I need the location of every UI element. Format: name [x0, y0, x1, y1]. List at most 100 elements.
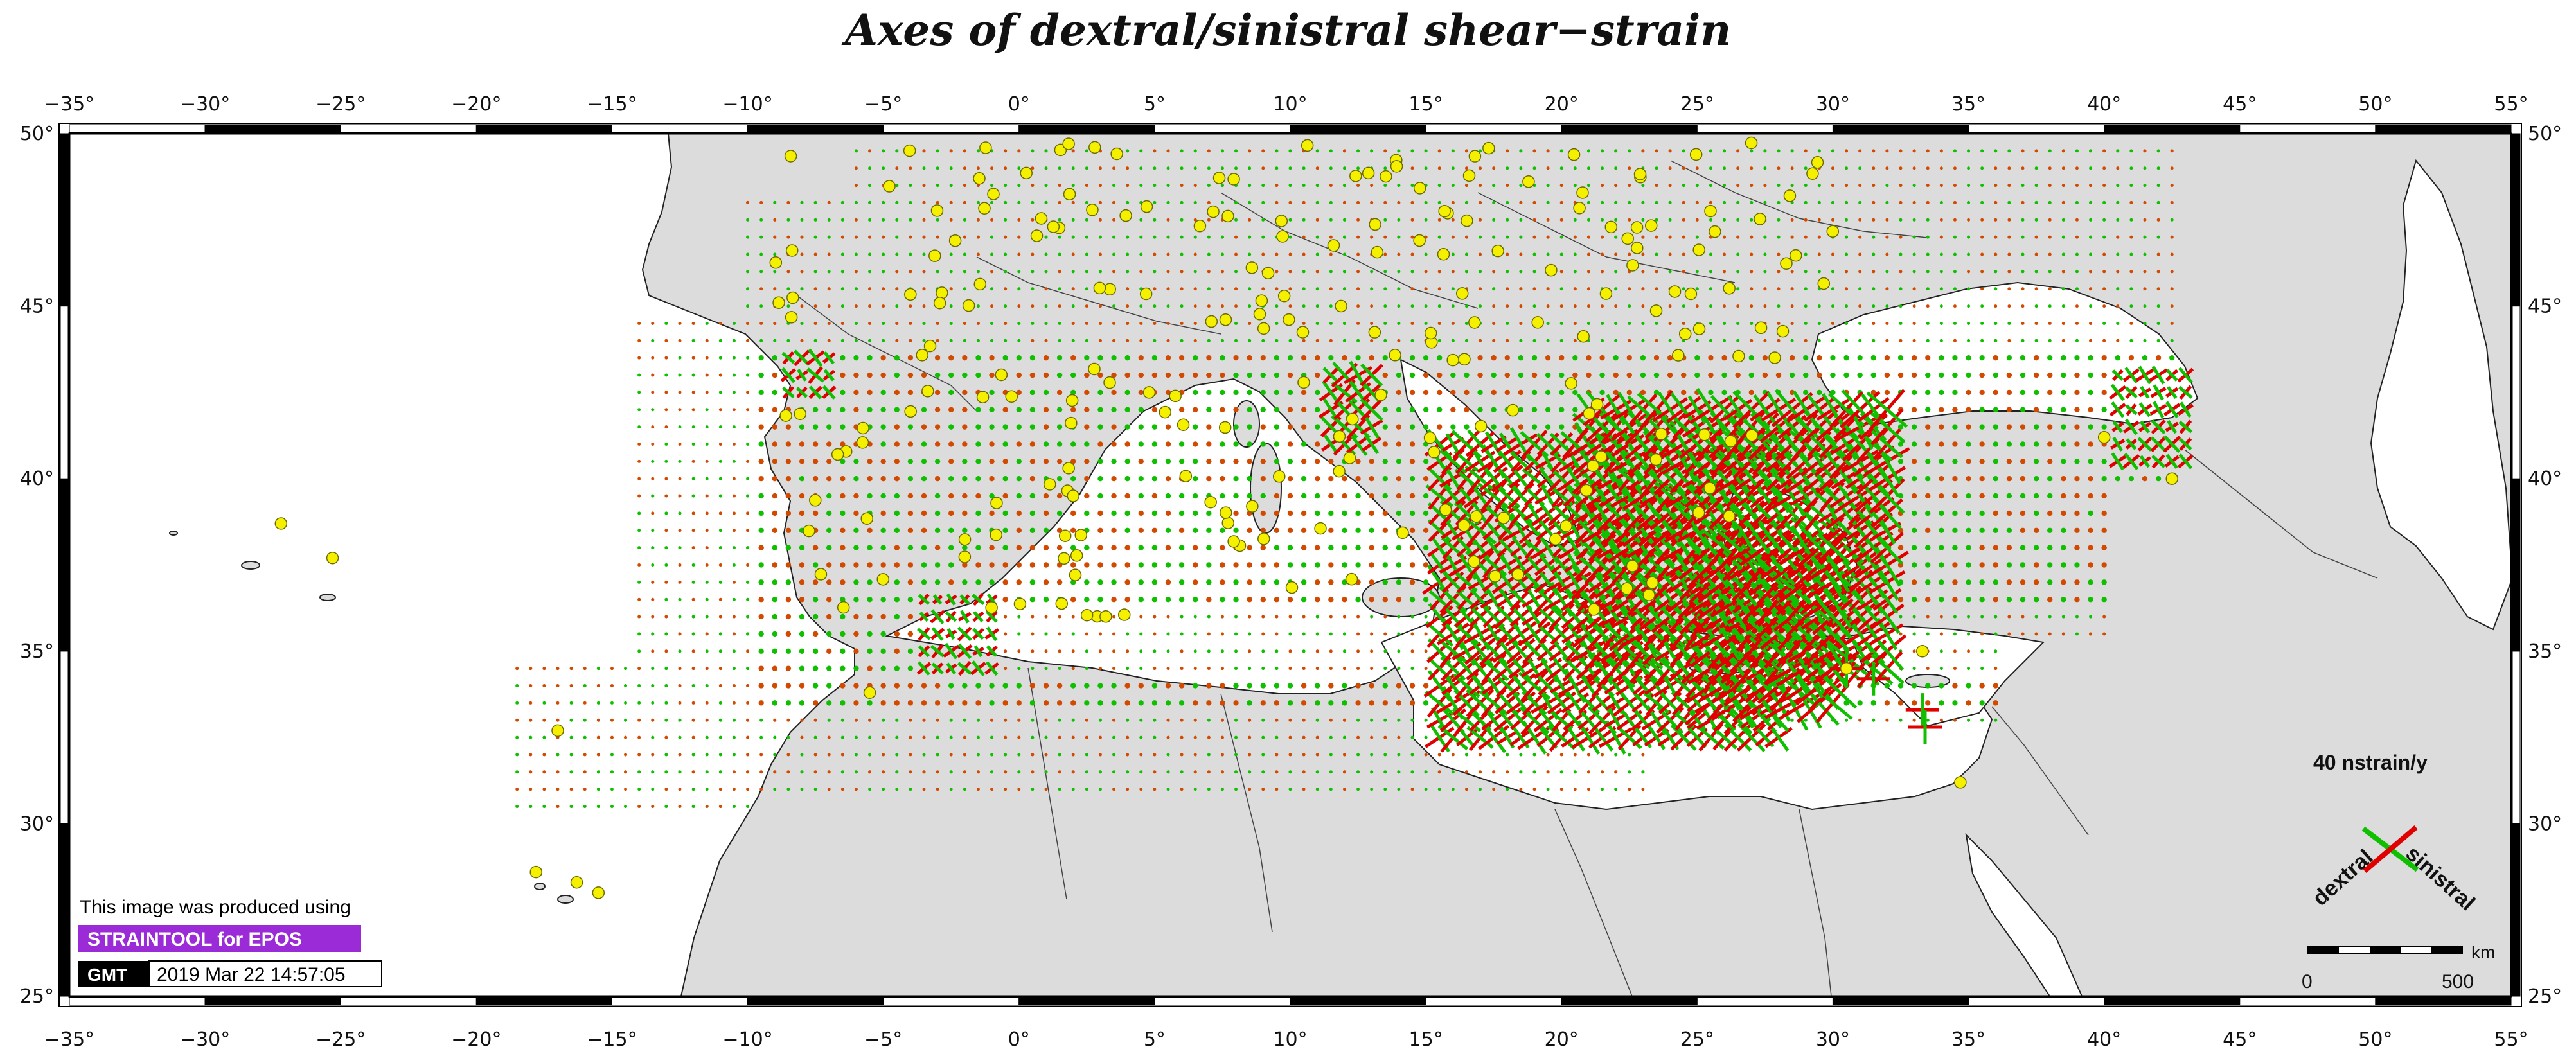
strain-dot	[569, 718, 573, 722]
strain-dot	[1885, 321, 1889, 325]
strain-dot	[1573, 184, 1577, 188]
strain-dot	[2020, 476, 2026, 482]
strain-dot	[909, 252, 912, 256]
strain-dot	[746, 580, 750, 584]
strain-dot	[976, 218, 980, 222]
strain-dot	[934, 389, 941, 396]
strain-dot	[1342, 184, 1346, 188]
strain-dot	[1126, 184, 1130, 188]
strain-dot	[1302, 735, 1306, 739]
strain-dot	[962, 407, 968, 412]
strain-dot	[1165, 700, 1171, 706]
strain-dot	[922, 788, 926, 791]
strain-dot	[962, 700, 968, 706]
strain-dot	[1518, 372, 1524, 378]
strain-dot	[1655, 200, 1658, 204]
strain-dot	[746, 304, 750, 308]
strain-dot	[1409, 545, 1416, 550]
strain-dot	[1193, 287, 1197, 291]
strain-dot	[1641, 287, 1645, 291]
strain-dot	[1071, 649, 1075, 653]
strain-dot	[1967, 270, 1971, 274]
strain-dot	[907, 441, 914, 447]
strain-dot	[1166, 200, 1170, 204]
strain-dot	[1085, 287, 1088, 291]
strain-dot	[934, 527, 941, 533]
strain-dot	[1151, 545, 1158, 550]
strain-dot	[691, 735, 695, 739]
strain-dot	[1097, 476, 1103, 482]
strain-dot	[1613, 389, 1619, 396]
strain-dot	[868, 788, 872, 791]
strain-dot	[854, 218, 858, 222]
strain-dot	[1451, 149, 1455, 153]
strain-dot	[1872, 252, 1876, 256]
strain-dot	[1153, 200, 1157, 204]
strain-dot	[1180, 149, 1184, 153]
strain-dot	[1655, 287, 1658, 291]
strain-dot	[1207, 667, 1211, 671]
strain-dot	[569, 805, 573, 809]
strain-dot	[2061, 476, 2066, 482]
strain-dot	[1858, 252, 1862, 256]
strain-dot	[2048, 149, 2052, 153]
strain-dot	[718, 770, 722, 774]
strain-dot	[868, 166, 872, 170]
strain-dot	[853, 476, 859, 482]
strain-dot	[936, 321, 939, 325]
strain-dot	[880, 631, 886, 637]
strain-dot	[1790, 304, 1794, 308]
strain-dot	[1044, 184, 1048, 188]
strain-dot	[1193, 252, 1197, 256]
strain-dot	[826, 579, 832, 585]
sinistral-axis	[1464, 516, 1497, 545]
strain-dot	[1912, 339, 1916, 342]
strain-dot	[1369, 459, 1374, 464]
strain-dot	[1085, 718, 1088, 722]
strain-dot	[1097, 459, 1103, 464]
strain-dot	[1410, 632, 1414, 636]
strain-dot	[922, 770, 926, 774]
strain-dot	[1111, 597, 1117, 603]
strain-dot	[2034, 632, 2038, 636]
strain-dot	[1777, 235, 1781, 239]
strain-dot	[1614, 287, 1618, 291]
strain-dot	[691, 494, 695, 498]
strain-dot	[1207, 252, 1211, 256]
strain-dot	[1206, 476, 1212, 482]
strain-dot	[1573, 235, 1577, 239]
strain-dot	[1234, 270, 1238, 274]
strain-dot	[1926, 166, 1930, 170]
strain-dot	[1736, 166, 1740, 170]
strain-dot	[868, 149, 872, 153]
strain-dot	[1098, 339, 1102, 342]
strain-dot	[1139, 166, 1143, 170]
strain-dot	[1912, 667, 1916, 671]
strain-dot	[1206, 372, 1212, 378]
strain-dot	[975, 510, 981, 516]
strain-dot	[1111, 527, 1117, 533]
sinistral-axis	[1498, 432, 1516, 456]
strain-dot	[1233, 597, 1239, 603]
strain-dot	[1029, 510, 1036, 516]
strain-dot	[1912, 252, 1916, 256]
strain-dot	[664, 770, 668, 774]
strain-dot	[1599, 355, 1605, 361]
strain-dot	[909, 339, 912, 342]
strain-dot	[1178, 407, 1185, 412]
strain-dot	[868, 184, 872, 188]
strain-dot	[1193, 389, 1198, 396]
strain-dot	[1287, 597, 1293, 603]
strain-dot	[746, 321, 750, 325]
strain-dot	[1994, 632, 1998, 636]
strain-dot	[1002, 562, 1008, 568]
strain-dot	[1234, 632, 1238, 636]
strain-dot	[1573, 304, 1577, 308]
strain-dot	[1248, 718, 1252, 722]
strain-dot	[934, 545, 941, 550]
strain-dot	[1804, 218, 1808, 222]
strain-dot	[1382, 355, 1388, 361]
strain-dot	[1641, 304, 1645, 308]
strain-dot	[1002, 459, 1008, 464]
strain-dot	[963, 270, 966, 274]
